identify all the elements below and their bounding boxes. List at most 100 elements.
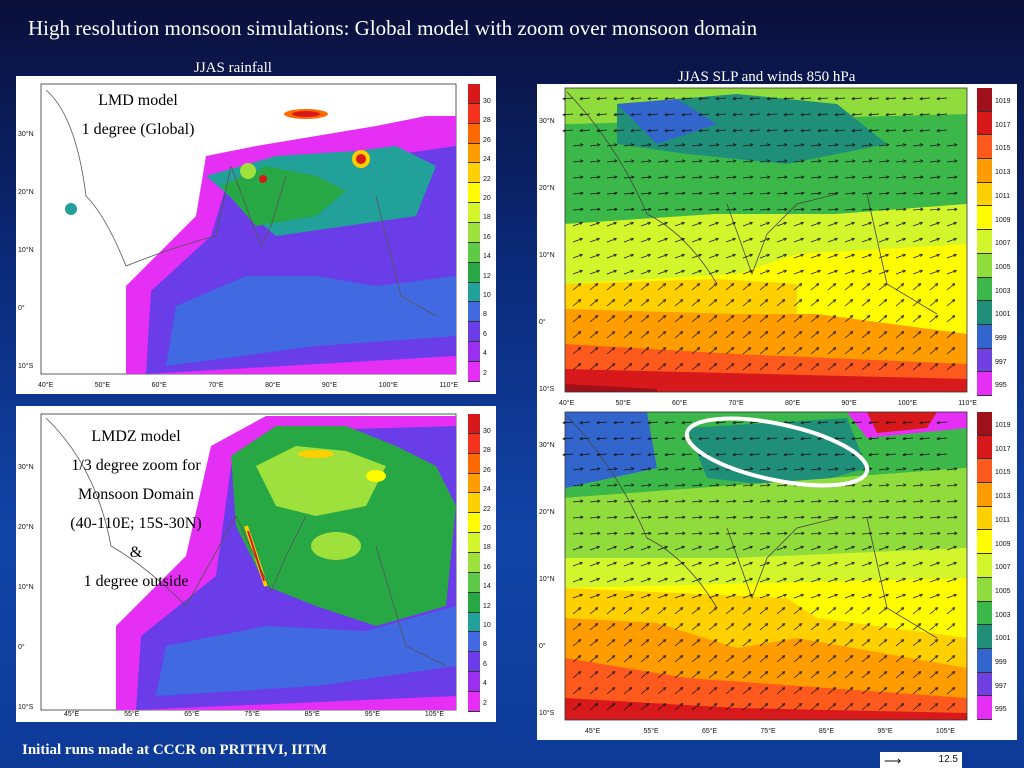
wind-arrow	[657, 687, 666, 695]
wind-arrow	[946, 484, 957, 487]
wind-arrow	[691, 270, 702, 275]
wind-arrow-head	[832, 703, 837, 707]
legend-tick-label: 18	[483, 214, 491, 222]
wind-arrow	[861, 283, 870, 291]
wind-arrow	[596, 113, 608, 116]
wind-arrow	[742, 160, 753, 163]
wind-arrow-head	[732, 436, 736, 441]
wind-arrow-head	[919, 253, 924, 258]
wind-arrow	[936, 453, 948, 456]
wind-arrow	[810, 222, 821, 227]
wind-arrow-head	[749, 269, 754, 274]
wind-arrow	[919, 129, 931, 132]
wind-arrow	[657, 594, 668, 599]
wind-arrow	[912, 347, 921, 355]
wind-arrow-head	[900, 655, 905, 659]
wind-arrow	[606, 270, 617, 275]
legend-swatch	[468, 692, 480, 712]
wind-arrow	[708, 546, 719, 551]
wind-arrow-head	[834, 467, 839, 471]
wind-arrow-head	[580, 207, 584, 212]
wind-arrow-head	[681, 561, 686, 566]
wind-arrow	[691, 299, 700, 307]
wind-arrow-head	[713, 363, 718, 367]
wind-arrow-head	[919, 467, 924, 471]
wind-arrow-head	[579, 221, 584, 226]
wind-arrow-head	[920, 175, 924, 179]
wind-arrow-head	[783, 112, 787, 117]
wind-arrow-head	[953, 253, 958, 258]
wind-arrow	[623, 283, 632, 291]
wind-arrow	[844, 546, 855, 551]
wind-arrow	[851, 129, 863, 132]
wind-arrow	[929, 222, 940, 227]
lmd-lon-axis: 40°E 50°E 60°E 70°E 80°E 90°E 100°E 110°…	[38, 382, 458, 389]
wind-arrow	[946, 623, 955, 631]
wind-arrow	[759, 532, 771, 535]
wind-arrow-head	[664, 112, 668, 117]
wind-arrow-head	[852, 175, 856, 179]
wind-arrow-head	[613, 96, 617, 101]
wind-arrow	[861, 623, 870, 631]
wind-arrow	[589, 546, 600, 551]
wind-arrow-head	[647, 221, 652, 226]
wind-arrow	[606, 655, 615, 663]
lat-label: 30°N	[539, 118, 555, 125]
lon-label: 50°E	[94, 382, 111, 389]
wind-arrow	[793, 671, 802, 679]
wind-arrow	[691, 639, 700, 647]
wind-arrow-head	[817, 452, 821, 457]
wind-arrow	[606, 468, 617, 471]
wind-arrow	[878, 655, 887, 663]
wind-arrow-head	[883, 655, 888, 659]
wind-arrow-head	[834, 128, 838, 133]
wind-arrow	[912, 238, 923, 243]
wind-arrow-head	[628, 315, 633, 319]
wind-arrow	[606, 578, 617, 583]
wind-arrow	[657, 655, 666, 663]
wind-arrow-head	[665, 515, 669, 519]
wind-arrow	[885, 97, 897, 100]
wind-arrow-head	[817, 96, 821, 101]
wind-arrow-head	[900, 687, 905, 691]
wind-arrow-head	[781, 363, 786, 367]
wind-arrow-head	[936, 128, 940, 133]
wind-arrow	[810, 639, 819, 647]
wind-arrow-head	[766, 436, 770, 441]
wind-arrow	[742, 299, 751, 307]
wind-arrow	[606, 594, 617, 599]
wind-arrow-head	[886, 499, 890, 503]
wind-arrow	[657, 144, 668, 147]
wind-arrow	[623, 623, 632, 631]
wind-arrow	[861, 484, 872, 487]
wind-arrow	[749, 129, 761, 132]
wind-arrow-head	[764, 687, 769, 691]
wind-arrow	[691, 363, 700, 371]
wind-arrow	[793, 208, 805, 211]
wind-arrow	[742, 500, 753, 503]
wind-arrow-head	[628, 623, 633, 627]
wind-arrow-head	[647, 143, 652, 147]
wind-arrow	[674, 687, 683, 695]
wind-arrow	[742, 270, 753, 275]
wind-arrow	[623, 655, 632, 663]
wind-arrow	[606, 192, 618, 195]
wind-arrow	[946, 160, 957, 163]
wind-arrow	[946, 578, 957, 583]
legend-swatch	[977, 111, 992, 136]
wind-arrow-head	[885, 128, 889, 133]
wind-arrow-head	[699, 531, 703, 536]
wind-arrow-head	[716, 531, 720, 536]
wind-arrow	[623, 546, 634, 551]
wind-arrow-head	[730, 331, 735, 335]
wind-arrow	[623, 347, 632, 355]
lon-label: 55°E	[643, 728, 659, 735]
wind-arrow	[759, 655, 768, 663]
wind-arrow-head	[849, 607, 854, 611]
wind-arrow-head	[934, 703, 939, 707]
lon-label: 105°E	[935, 728, 955, 735]
wind-arrow-head	[781, 639, 786, 643]
wind-arrow-head	[577, 687, 582, 691]
wind-arrow	[759, 222, 770, 227]
wind-arrow-head	[868, 577, 873, 582]
